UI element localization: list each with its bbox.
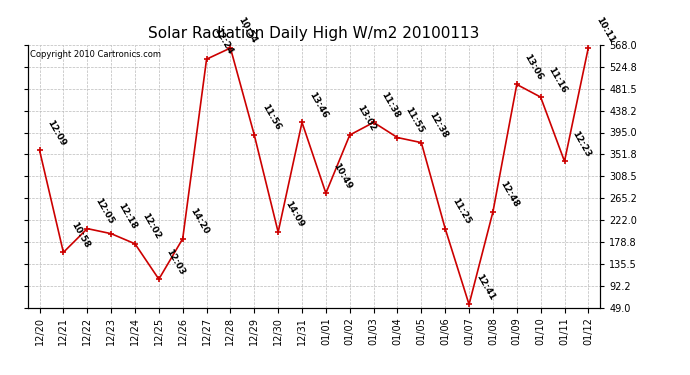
- Text: 13:06: 13:06: [522, 53, 544, 82]
- Text: 12:09: 12:09: [45, 118, 67, 147]
- Text: 10:49: 10:49: [331, 161, 353, 190]
- Text: 14:20: 14:20: [188, 207, 210, 236]
- Text: 11:38: 11:38: [380, 90, 402, 120]
- Text: 10:11: 10:11: [594, 16, 616, 45]
- Text: 12:24: 12:24: [212, 27, 235, 56]
- Text: 12:03: 12:03: [164, 247, 186, 276]
- Text: 11:16: 11:16: [546, 65, 569, 94]
- Text: 12:41: 12:41: [475, 272, 497, 302]
- Text: 11:55: 11:55: [403, 105, 425, 135]
- Text: 13:02: 13:02: [355, 103, 377, 132]
- Text: 14:09: 14:09: [284, 200, 306, 230]
- Text: 11:25: 11:25: [451, 196, 473, 226]
- Text: 10:58: 10:58: [69, 220, 91, 250]
- Title: Solar Radiation Daily High W/m2 20100113: Solar Radiation Daily High W/m2 20100113: [148, 26, 480, 41]
- Text: 12:02: 12:02: [141, 212, 163, 241]
- Text: 10:54: 10:54: [236, 16, 258, 45]
- Text: 12:23: 12:23: [570, 129, 592, 159]
- Text: 12:18: 12:18: [117, 202, 139, 231]
- Text: 11:56: 11:56: [260, 103, 282, 132]
- Text: Copyright 2010 Cartronics.com: Copyright 2010 Cartronics.com: [30, 50, 161, 59]
- Text: 13:46: 13:46: [308, 90, 330, 120]
- Text: 12:48: 12:48: [498, 180, 521, 209]
- Text: 12:38: 12:38: [427, 111, 449, 140]
- Text: 12:05: 12:05: [93, 196, 115, 226]
